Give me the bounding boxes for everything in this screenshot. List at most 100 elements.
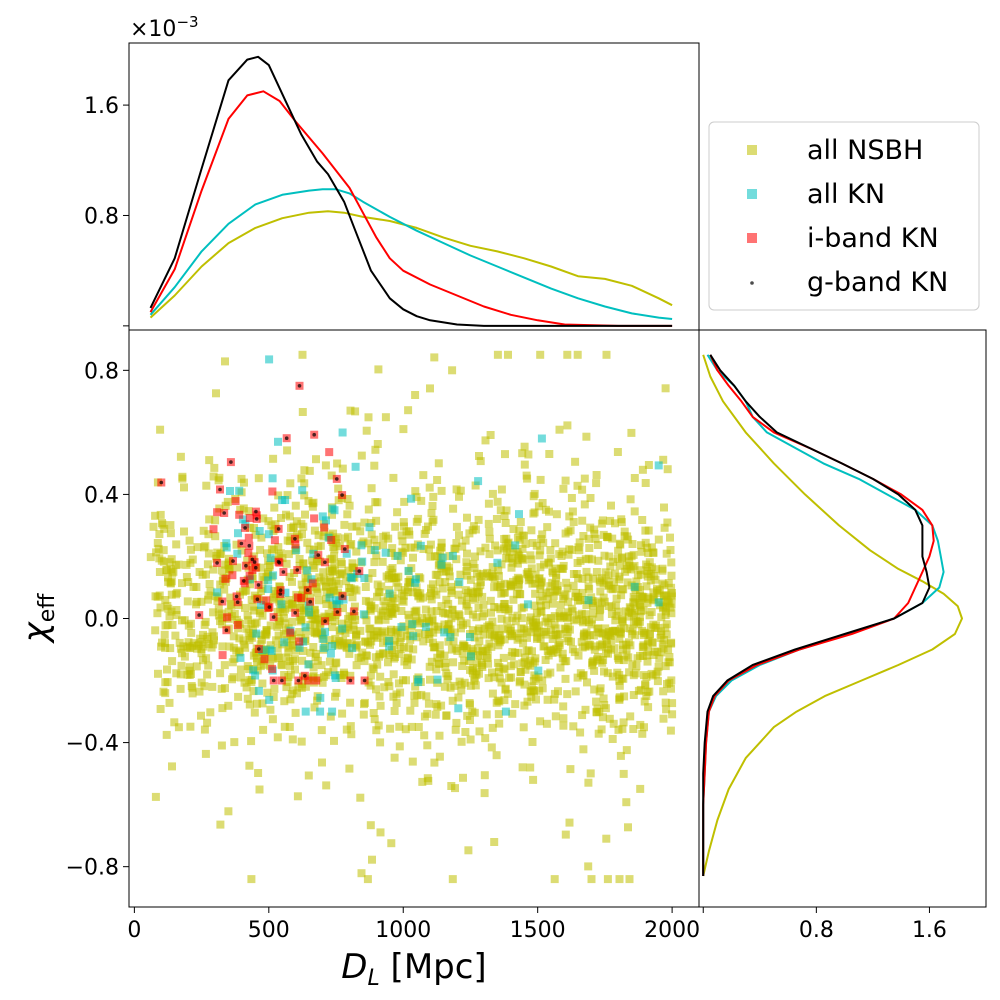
point-all-nsbh [474, 604, 483, 612]
x-tick-label: 1000 [375, 918, 431, 943]
point-all-nsbh [622, 644, 631, 653]
point-all-nsbh [167, 555, 176, 564]
point-g-band-kn [222, 511, 226, 515]
point-all-nsbh [224, 807, 233, 816]
point-all-nsbh [477, 571, 486, 580]
point-i-band-kn [291, 540, 300, 549]
point-all-kn [416, 541, 425, 550]
point-all-nsbh [310, 564, 319, 572]
point-i-band-kn [260, 655, 269, 664]
point-all-nsbh [255, 785, 264, 794]
point-i-band-kn [310, 514, 319, 523]
point-all-kn [328, 504, 337, 513]
point-all-nsbh [334, 496, 343, 505]
point-all-nsbh [563, 690, 572, 699]
point-all-nsbh [568, 645, 577, 654]
point-all-nsbh [182, 573, 191, 581]
point-all-nsbh [432, 607, 441, 615]
point-all-nsbh [605, 714, 614, 723]
point-all-kn [407, 494, 416, 503]
point-all-nsbh [257, 563, 266, 572]
point-all-nsbh [431, 710, 440, 719]
point-all-nsbh [352, 630, 361, 639]
point-all-kn [433, 675, 442, 684]
point-all-nsbh [239, 636, 248, 645]
point-all-nsbh [376, 828, 385, 837]
point-all-nsbh [367, 519, 376, 527]
point-all-nsbh [494, 572, 503, 580]
point-g-band-kn [229, 460, 233, 464]
point-all-nsbh [597, 725, 606, 734]
point-all-nsbh [484, 659, 493, 668]
point-all-nsbh [574, 611, 583, 620]
point-all-nsbh [519, 603, 528, 612]
point-all-nsbh [601, 704, 610, 713]
point-all-nsbh [381, 602, 390, 611]
point-all-nsbh [236, 505, 245, 514]
point-all-nsbh [346, 698, 355, 707]
point-all-nsbh [258, 699, 267, 708]
point-all-nsbh [450, 681, 459, 690]
point-all-nsbh [447, 645, 456, 654]
point-all-nsbh [516, 518, 525, 526]
point-all-nsbh [498, 624, 507, 633]
legend-label-all-nsbh: all NSBH [807, 135, 923, 166]
point-all-nsbh [468, 610, 477, 619]
point-all-nsbh [585, 544, 594, 552]
point-all-kn [255, 527, 264, 535]
point-all-nsbh [274, 614, 283, 623]
point-all-nsbh [258, 635, 266, 644]
point-all-nsbh [396, 556, 405, 565]
point-all-kn [265, 355, 274, 364]
point-g-band-kn [323, 560, 327, 565]
point-all-nsbh [488, 563, 497, 572]
point-all-nsbh [214, 476, 223, 485]
point-all-nsbh [156, 425, 165, 434]
point-all-nsbh [602, 576, 610, 585]
point-all-kn [274, 437, 282, 446]
point-all-nsbh [246, 580, 254, 589]
point-all-nsbh [378, 608, 387, 617]
point-all-nsbh [211, 532, 220, 541]
point-all-nsbh [629, 611, 638, 620]
point-all-nsbh [665, 653, 674, 661]
point-all-nsbh [559, 721, 568, 730]
point-all-nsbh [390, 573, 399, 582]
point-all-nsbh [430, 758, 439, 767]
point-all-nsbh [253, 666, 262, 675]
legend-marker-i-band-kn [747, 233, 757, 243]
point-all-nsbh [183, 642, 192, 651]
point-all-nsbh [597, 629, 606, 638]
point-i-band-kn [270, 536, 279, 545]
point-all-nsbh [189, 639, 198, 648]
point-all-nsbh [333, 533, 342, 542]
point-all-nsbh [291, 708, 300, 717]
point-all-nsbh [334, 588, 342, 597]
point-all-nsbh [586, 769, 595, 778]
point-all-nsbh [620, 527, 629, 536]
point-all-nsbh [476, 457, 485, 466]
top-y-ticks: 0.8 1.6 [84, 94, 129, 327]
point-all-nsbh [197, 649, 206, 658]
point-all-nsbh [450, 628, 459, 637]
point-all-nsbh [509, 525, 518, 533]
point-all-kn [359, 610, 368, 619]
point-all-nsbh [438, 584, 447, 593]
point-g-band-kn [231, 559, 235, 563]
point-all-nsbh [309, 663, 318, 672]
point-all-nsbh [529, 775, 538, 784]
point-all-nsbh [582, 432, 591, 441]
point-all-nsbh [523, 474, 532, 483]
point-all-nsbh [210, 463, 219, 472]
point-all-nsbh [176, 452, 185, 461]
point-all-kn [319, 644, 328, 652]
point-i-band-kn [209, 525, 218, 534]
point-all-nsbh [312, 649, 320, 658]
point-all-nsbh [465, 657, 474, 666]
point-all-nsbh [220, 585, 229, 594]
point-all-nsbh [342, 642, 351, 651]
top-kde-i-band-kn [149, 90, 673, 327]
point-all-nsbh [659, 455, 668, 464]
point-all-nsbh [274, 652, 283, 661]
point-all-nsbh [664, 597, 673, 606]
